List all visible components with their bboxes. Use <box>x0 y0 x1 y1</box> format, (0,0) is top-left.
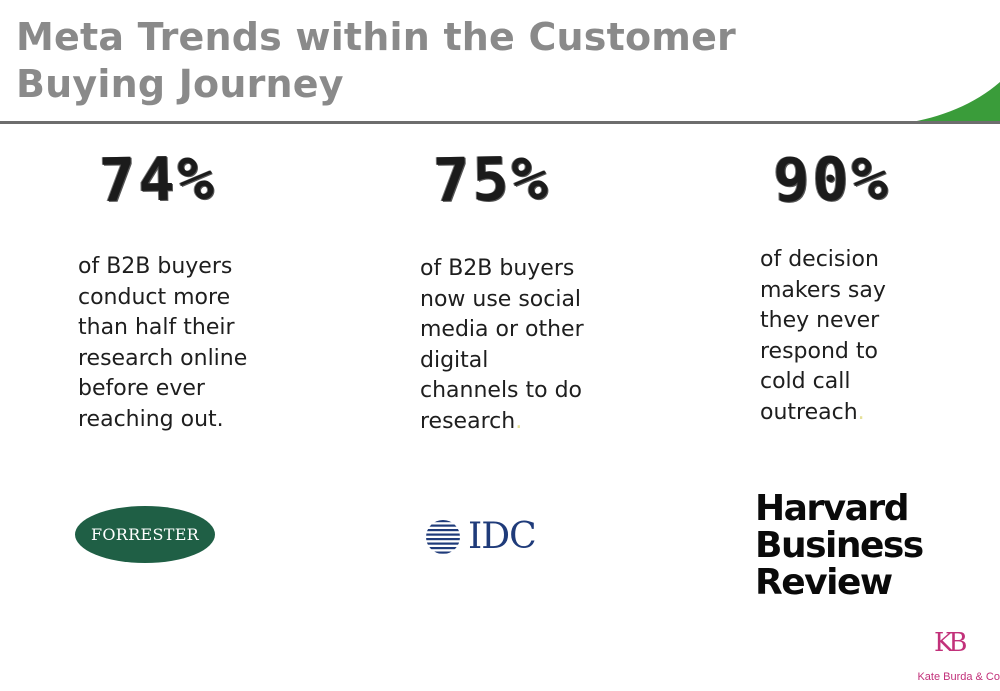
slide-title: Meta Trends within the Customer Buying J… <box>16 15 736 106</box>
forrester-logo-text: FORRESTER <box>90 525 200 544</box>
description-line: channels to do <box>420 378 583 403</box>
idc-globe-icon <box>426 520 460 554</box>
description-line: of B2B buyers <box>420 256 575 281</box>
stat-value: 75% <box>432 143 552 217</box>
description-line: cold call <box>760 369 851 394</box>
hbr-logo-line: Harvard <box>755 488 909 529</box>
brand-name: Kate Burda & Co <box>917 671 1000 683</box>
description-line: before ever <box>78 376 205 401</box>
description-line: now use social <box>420 286 582 312</box>
stat-description: of B2B buyers conduct more than half the… <box>78 252 278 435</box>
description-line: than half their <box>78 315 235 340</box>
harvard-business-review-logo: Harvard Business Review <box>755 490 935 601</box>
stat-description: of decision makers say they never respon… <box>760 245 960 428</box>
description-line: conduct more <box>78 284 231 310</box>
description-line: they never <box>760 308 880 333</box>
kb-monogram-logo: KB <box>934 628 968 658</box>
description-text: outreach <box>760 399 858 425</box>
title-divider <box>0 121 1000 124</box>
hbr-logo-line: Business <box>755 525 924 566</box>
green-swoosh-decoration <box>905 82 1000 123</box>
description-line: makers say <box>760 277 886 303</box>
description-text: research <box>420 408 516 434</box>
idc-logo-text: IDC <box>468 516 537 557</box>
description-line: digital <box>420 347 489 373</box>
description-line: research online <box>78 345 248 371</box>
description-line: of B2B buyers <box>78 254 233 279</box>
period-mark: . <box>857 399 865 425</box>
hbr-logo-line: Review <box>755 562 893 603</box>
forrester-logo: FORRESTER <box>75 506 215 563</box>
description-line: media or other <box>420 317 584 342</box>
description-line: respond to <box>760 338 878 364</box>
description-line-last: research. <box>420 407 620 438</box>
description-line: of decision <box>760 247 879 272</box>
stat-description: of B2B buyers now use social media or ot… <box>420 254 620 437</box>
idc-logo: IDC <box>422 515 552 559</box>
description-line-last: outreach. <box>760 398 960 429</box>
stat-value: 74% <box>98 143 218 217</box>
stat-value: 90% <box>772 143 892 217</box>
description-line: reaching out. <box>78 406 224 432</box>
period-mark: . <box>515 408 523 434</box>
